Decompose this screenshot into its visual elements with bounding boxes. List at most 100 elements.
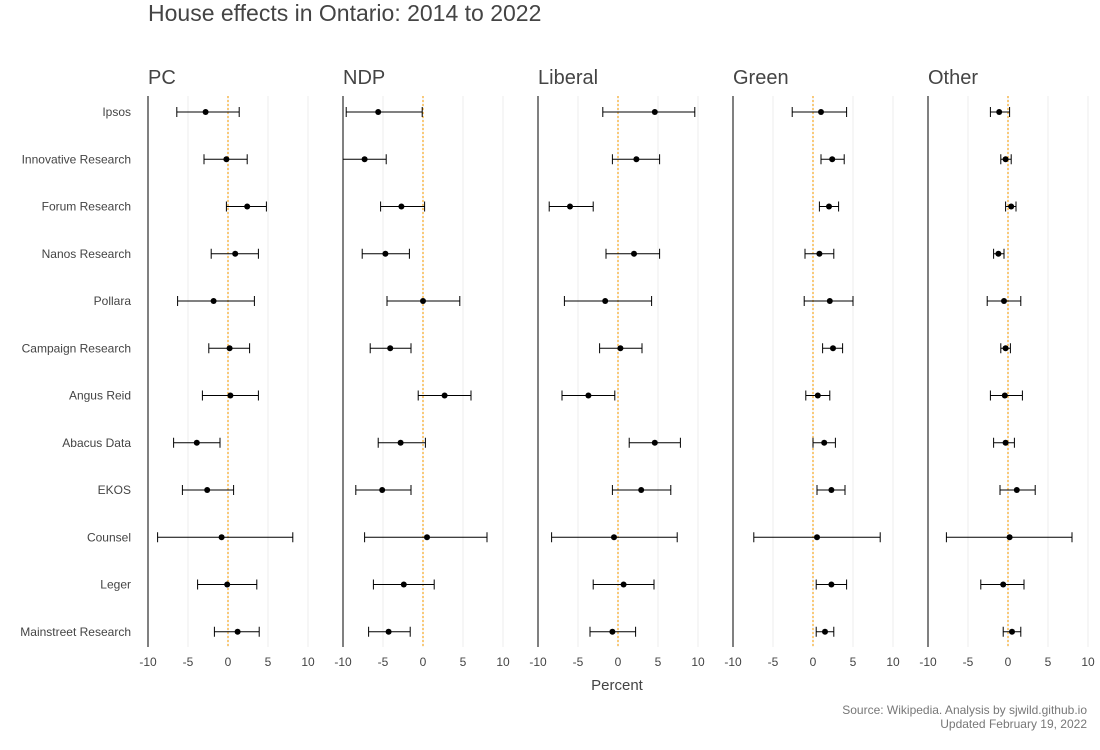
data-point: [1009, 628, 1015, 635]
data-point: [633, 156, 640, 163]
data-point: [830, 345, 836, 352]
data-point: [585, 392, 592, 399]
category-label: Leger: [100, 578, 131, 592]
data-point: [611, 534, 617, 541]
x-tick-label: 5: [460, 655, 467, 669]
panel-title: Other: [928, 67, 978, 89]
data-point: [1002, 439, 1009, 446]
data-point: [218, 534, 225, 541]
panel-title: Green: [733, 67, 789, 89]
x-tick-label: -10: [919, 655, 937, 669]
data-point: [361, 156, 368, 163]
data-point: [1000, 581, 1007, 588]
panel-title: NDP: [343, 67, 385, 89]
x-tick-label: 0: [1005, 655, 1012, 669]
data-point: [814, 534, 820, 541]
updated-line: Updated February 19, 2022: [940, 717, 1087, 731]
category-label: Innovative Research: [22, 152, 131, 166]
data-point: [609, 628, 616, 635]
category-label: Ipsos: [102, 105, 131, 119]
x-tick-label: 10: [886, 655, 900, 669]
category-label: Counsel: [87, 530, 131, 544]
x-tick-label: -10: [529, 655, 547, 669]
data-point: [995, 250, 1002, 257]
data-point: [620, 581, 627, 588]
x-tick-label: 5: [655, 655, 662, 669]
source-note: Source: Wikipedia. Analysis by sjwild.gi…: [842, 703, 1087, 731]
data-point: [382, 250, 389, 257]
data-point: [224, 581, 231, 588]
data-point: [617, 345, 624, 352]
data-point: [828, 581, 835, 588]
data-point: [385, 628, 392, 635]
panel-title: Liberal: [538, 67, 598, 89]
data-point: [226, 345, 233, 352]
category-label: Nanos Research: [42, 247, 131, 261]
x-tick-label: -5: [963, 655, 974, 669]
data-point: [398, 203, 405, 210]
data-point: [1002, 156, 1009, 163]
data-point: [420, 298, 426, 304]
x-tick-label: -5: [573, 655, 584, 669]
x-tick-label: -10: [139, 655, 157, 669]
data-point: [234, 628, 241, 635]
data-point: [397, 439, 404, 446]
data-point: [1013, 487, 1020, 493]
x-tick-label: 0: [420, 655, 427, 669]
category-label: Forum Research: [42, 200, 131, 214]
x-tick-label: 10: [301, 655, 315, 669]
data-point: [223, 156, 230, 163]
data-point: [822, 628, 828, 635]
data-point: [1002, 345, 1009, 352]
data-point: [818, 109, 824, 115]
x-tick-label: -10: [334, 655, 352, 669]
data-point: [821, 439, 828, 446]
data-point: [996, 109, 1003, 115]
data-point: [424, 534, 430, 541]
data-point: [244, 203, 251, 210]
x-tick-label: -5: [183, 655, 194, 669]
data-point: [204, 487, 211, 493]
data-point: [1006, 534, 1013, 541]
data-point: [210, 298, 217, 304]
x-tick-label: 5: [850, 655, 857, 669]
data-point: [193, 439, 200, 446]
data-point: [631, 250, 637, 257]
panel-title: PC: [148, 67, 176, 89]
data-point: [379, 487, 386, 493]
x-tick-label: 10: [1081, 655, 1095, 669]
data-point: [651, 439, 658, 446]
chart-title: House effects in Ontario: 2014 to 2022: [148, 0, 542, 26]
category-label: Campaign Research: [22, 341, 131, 355]
x-tick-label: 10: [691, 655, 705, 669]
data-point: [232, 250, 239, 257]
data-point: [828, 487, 835, 493]
x-tick-label: 0: [810, 655, 817, 669]
x-axis-label: Percent: [591, 677, 644, 694]
data-point: [602, 298, 609, 304]
data-point: [387, 345, 394, 352]
source-line: Source: Wikipedia. Analysis by sjwild.gi…: [842, 703, 1087, 717]
x-tick-label: 5: [265, 655, 272, 669]
category-label: EKOS: [98, 483, 131, 497]
data-point: [1008, 203, 1015, 210]
category-label: Pollara: [94, 294, 132, 308]
data-point: [638, 487, 645, 493]
x-tick-label: -10: [724, 655, 742, 669]
x-tick-label: -5: [768, 655, 779, 669]
data-point: [816, 250, 823, 257]
category-label: Mainstreet Research: [20, 625, 131, 639]
category-label: Abacus Data: [62, 436, 131, 450]
x-tick-label: -5: [378, 655, 389, 669]
data-point: [400, 581, 407, 588]
data-point: [651, 109, 658, 115]
data-point: [375, 109, 382, 115]
data-point: [829, 156, 836, 163]
data-point: [1001, 392, 1008, 399]
x-tick-label: 0: [615, 655, 622, 669]
data-point: [826, 298, 833, 304]
x-tick-label: 10: [496, 655, 510, 669]
x-tick-label: 5: [1045, 655, 1052, 669]
data-point: [826, 203, 832, 210]
